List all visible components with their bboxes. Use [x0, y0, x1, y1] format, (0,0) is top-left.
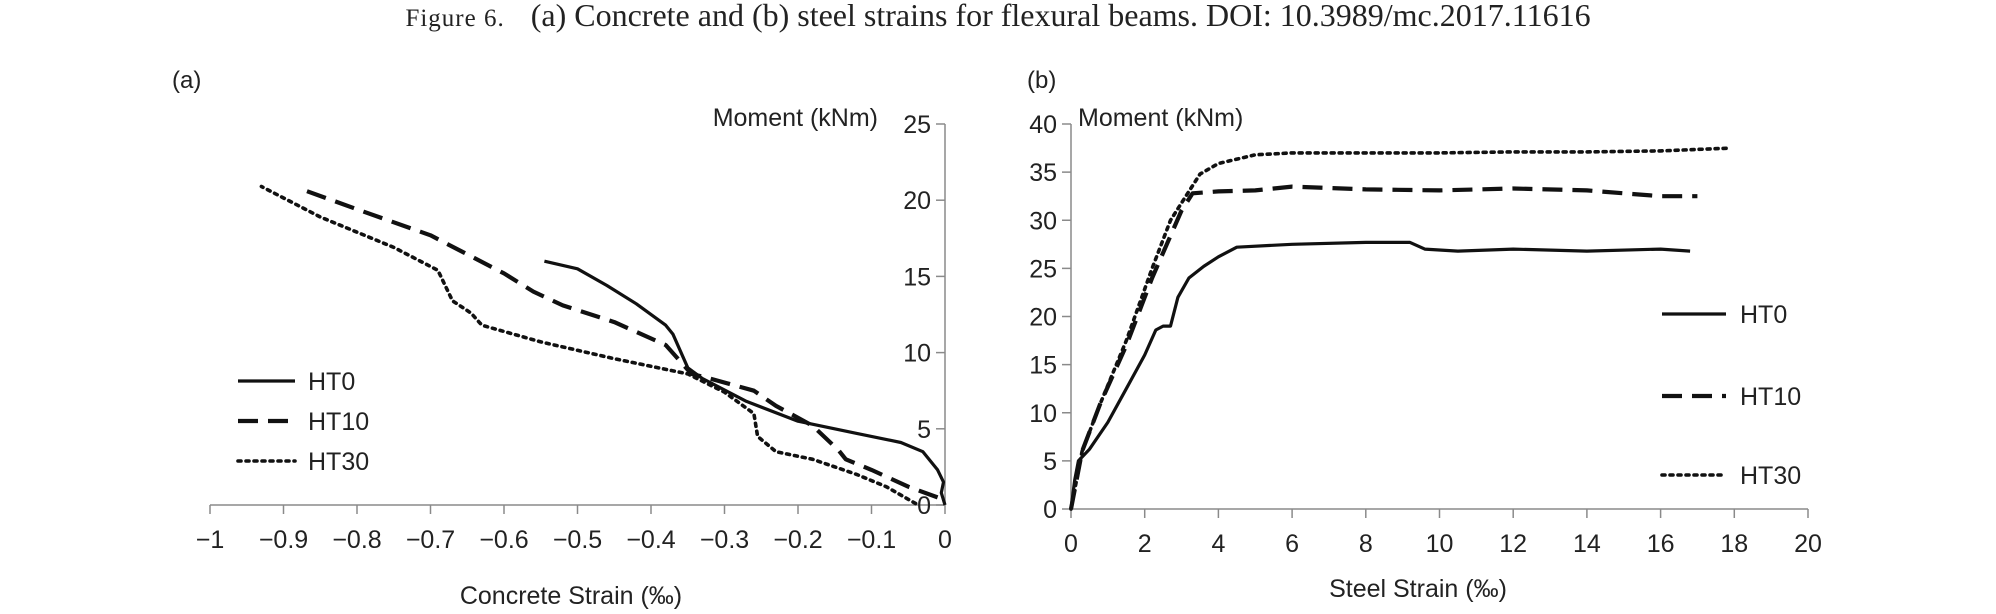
figure-caption: Figure 6. (a) Concrete and (b) steel str…: [405, 0, 1590, 33]
panel-b-y-tick-label: 25: [1029, 255, 1057, 283]
chart-panel-b: (b) Moment (kNm) Steel Strain (‰) 0 2 4 6 8 1…: [1027, 67, 1822, 603]
panel-a-y-tick-label: 10: [903, 340, 931, 368]
panel-a-x-tick-label: −0.1: [847, 526, 896, 554]
panel-b-x-tick-label: 14: [1573, 530, 1601, 558]
panel-a-legend-label-ht10: HT10: [308, 408, 369, 436]
panel-a-legend: HT0 HT10 HT30: [236, 368, 369, 476]
chart-panel-a: (a) Moment (kNm) Concrete Strain (‰) −1−…: [172, 67, 952, 610]
panel-b-x-tick-label: 16: [1647, 530, 1675, 558]
panel-a-x-tick-label: −0.9: [259, 526, 308, 554]
panel-a-x-tick-label: −0.5: [553, 526, 602, 554]
panel-a-legend-label-ht30: HT30: [308, 448, 369, 476]
panel-b-legend-label-ht0: HT0: [1740, 301, 1787, 329]
panel-a-x-tick-label: −0.4: [626, 526, 675, 554]
panel-b-x-tick-label: 6: [1285, 530, 1299, 558]
panel-b-y-tick-label: 15: [1029, 352, 1057, 380]
panel-b-x-tick-label: 0: [1064, 530, 1078, 558]
panel-a-y-tick-label: 0: [917, 492, 931, 520]
panel-b-series-ht0-line: [1069, 240, 1691, 510]
panel-b-legend-label-ht10: HT10: [1740, 383, 1801, 411]
panel-a-y-tick-label: 20: [903, 187, 931, 215]
caption-prefix: Figure 6.: [405, 5, 504, 32]
panel-a-y-axis-title: Moment (kNm): [713, 104, 878, 132]
panel-a-label: (a): [172, 67, 201, 94]
panel-b-y-tick-label: 35: [1029, 159, 1057, 187]
panel-a-y-tick-label: 15: [903, 263, 931, 291]
panel-b-y-tick-label: 0: [1043, 496, 1057, 524]
panel-a-legend-label-ht0: HT0: [308, 368, 355, 396]
panel-b-y-axis-title: Moment (kNm): [1078, 104, 1243, 132]
panel-b-label: (b): [1027, 67, 1056, 94]
panel-a-ticks: −1 −0.9 −0.8 −0.7 −0.6 −0.5 −0.4 −0.3 −0.2 −0.1 00…: [196, 111, 952, 554]
caption-text: (a) Concrete and (b) steel strains for f…: [531, 0, 1591, 33]
panel-b-legend-label-ht30: HT30: [1740, 462, 1801, 490]
panel-a-x-axis-title: Concrete Strain (‰): [460, 582, 682, 610]
panel-b-x-tick-label: 4: [1211, 530, 1225, 558]
panel-b-x-tick-label: 18: [1720, 530, 1748, 558]
panel-b-x-axis-title: Steel Strain (‰): [1329, 575, 1507, 603]
panel-a-x-tick-label: −0.8: [332, 526, 381, 554]
panel-b-y-tick-label: 20: [1029, 304, 1057, 332]
panel-b-x-tick-label: 12: [1499, 530, 1527, 558]
panel-b-series: [1068, 146, 1733, 511]
panel-b-series-ht30-line: [1069, 146, 1733, 511]
panel-b-x-tick-label: 10: [1426, 530, 1454, 558]
panel-b-legend: HT0 HT10 HT30: [1660, 301, 1801, 490]
panel-b-y-tick-label: 40: [1029, 111, 1057, 139]
panel-b-x-tick-label: 2: [1138, 530, 1152, 558]
panel-b-y-tick-label: 5: [1043, 448, 1057, 476]
panel-a-series-ht10-line: [297, 186, 939, 500]
panel-a-x-tick-label: −0.7: [406, 526, 455, 554]
panel-a-y-tick-label: 5: [917, 416, 931, 444]
panel-b-ticks: 0 2 4 6 8 10 12 14 16 18 20 0 5 10 15 20 25 30 35 40: [1029, 111, 1822, 558]
panel-a-x-tick-label: −0.3: [700, 526, 749, 554]
panel-a-y-tick-label: 25: [903, 111, 931, 139]
panel-a-series-ht0-line: [544, 259, 947, 506]
panel-a-series: [259, 184, 947, 506]
panel-b-y-tick-label: 10: [1029, 400, 1057, 428]
panel-b-x-tick-label: 8: [1359, 530, 1373, 558]
panel-a-x-tick-label: −0.2: [773, 526, 822, 554]
panel-a-x-tick-label: 0: [938, 526, 952, 554]
panel-b-y-tick-label: 30: [1029, 207, 1057, 235]
panel-a-x-tick-label: −1: [196, 526, 225, 554]
panel-a-series-ht30-line: [259, 184, 918, 506]
panel-a-x-tick-label: −0.6: [479, 526, 528, 554]
panel-b-x-tick-label: 20: [1794, 530, 1822, 558]
